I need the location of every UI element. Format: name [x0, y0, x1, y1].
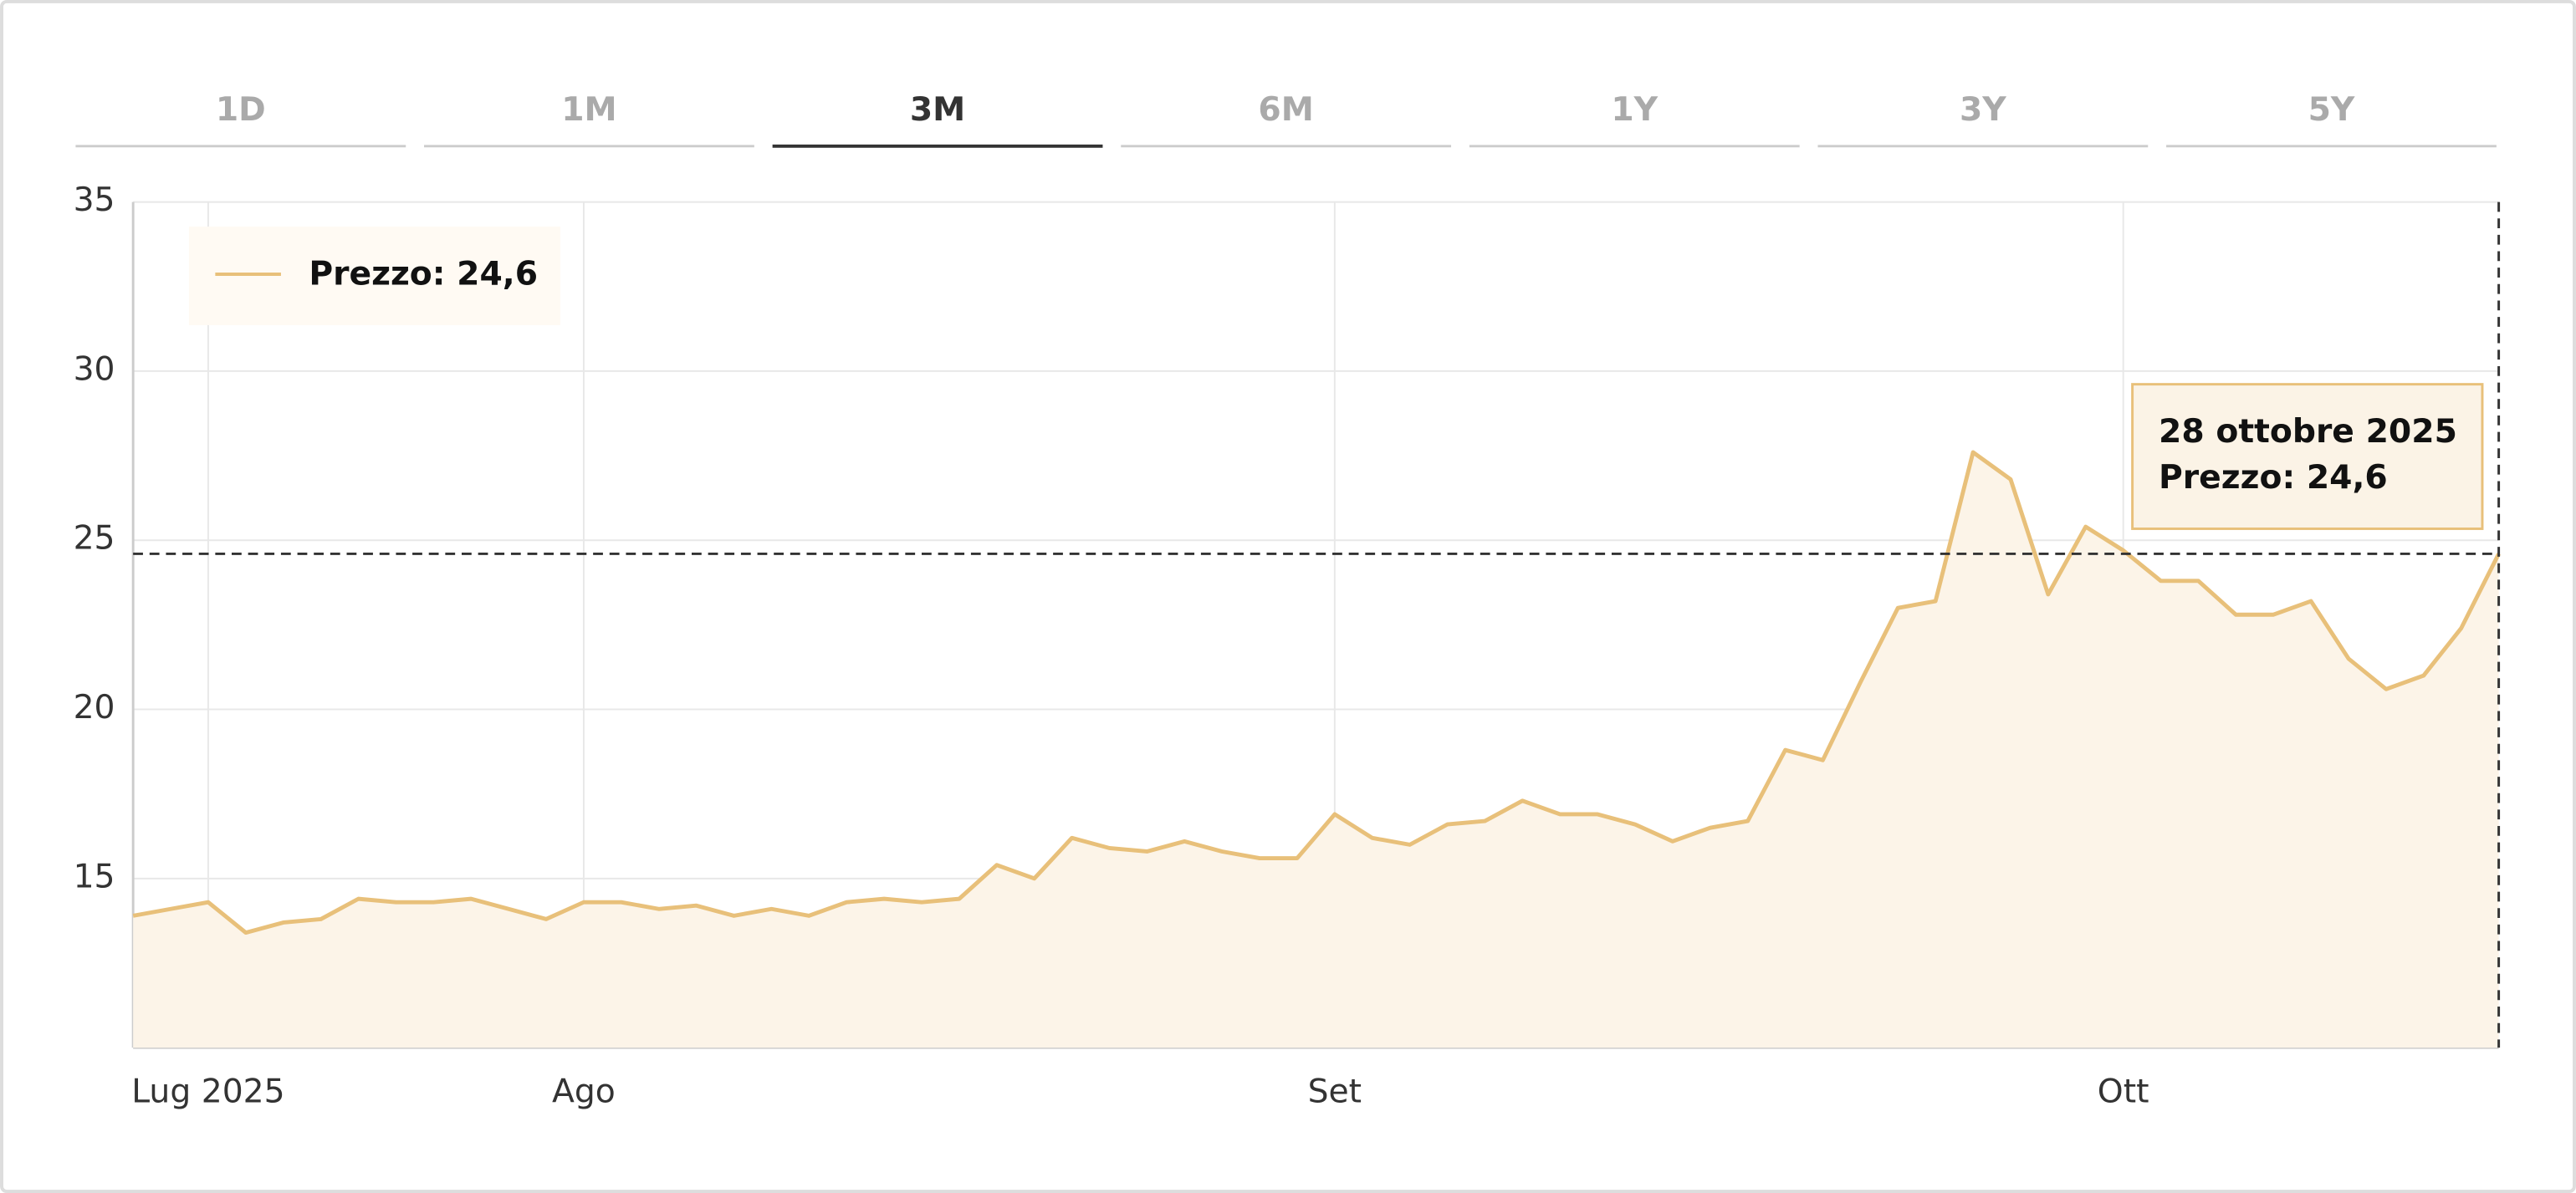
- tab-label[interactable]: 1M: [561, 91, 616, 129]
- line: [132, 450, 2501, 936]
- tab-label[interactable]: 1D: [216, 91, 266, 129]
- tab-label[interactable]: 3Y: [1960, 91, 2006, 129]
- tooltip-text: Prezzo: 24,6: [2159, 459, 2388, 497]
- y-tick-label: 15: [74, 858, 115, 895]
- x-tick-label: Set: [1308, 1073, 1362, 1111]
- y-tick-label: 35: [74, 181, 115, 219]
- tab-label[interactable]: 1Y: [1611, 91, 1658, 129]
- y-tick-label: 30: [74, 350, 115, 388]
- x-tick-label: Lug 2025: [131, 1073, 284, 1111]
- x-tick-label: Ago: [552, 1073, 616, 1111]
- tooltip-box: [2131, 383, 2484, 530]
- tooltip-title: 28 ottobre 2025: [2159, 413, 2457, 451]
- area: [133, 452, 2499, 1048]
- tab-label[interactable]: 3M: [910, 91, 965, 129]
- y-tick-label: 25: [74, 520, 115, 558]
- legend-label: Prezzo: 24,6: [309, 255, 538, 293]
- y-tick-label: 20: [74, 689, 115, 727]
- x-tick-label: Ott: [2098, 1073, 2149, 1111]
- tab-label[interactable]: 5Y: [2308, 91, 2355, 129]
- tab-label[interactable]: 6M: [1258, 91, 1313, 129]
